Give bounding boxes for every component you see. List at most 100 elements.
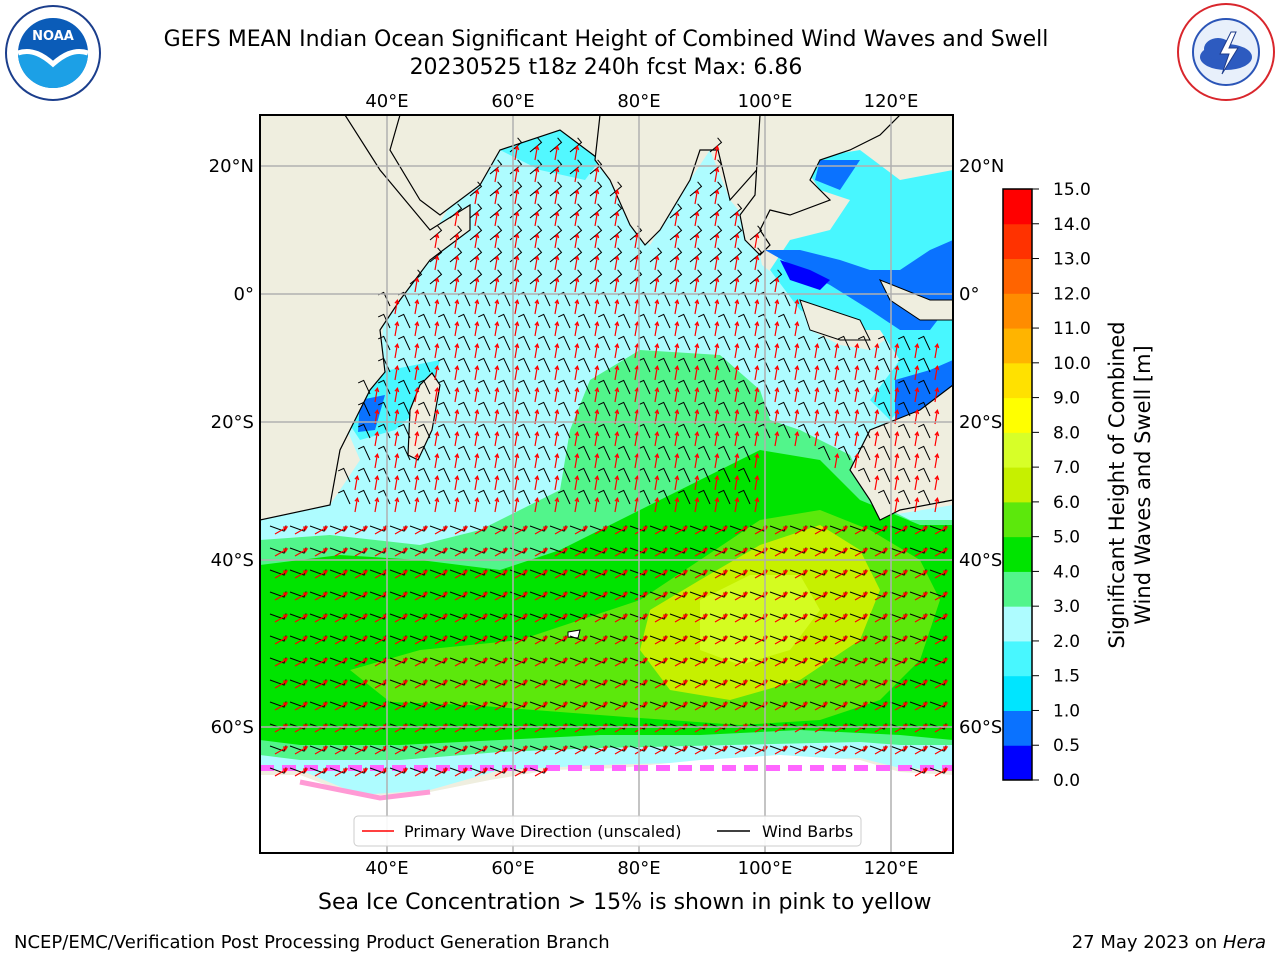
wave-direction-arrow (414, 614, 429, 623)
sea-ice-caption: Sea Ice Concentration > 15% is shown in … (318, 890, 932, 915)
wind-barb (797, 423, 811, 439)
wave-direction-arrow (554, 144, 560, 161)
wind-barb (857, 423, 871, 439)
wind-barb (697, 489, 711, 505)
wave-direction-arrow (894, 548, 909, 557)
wind-barb (357, 489, 371, 505)
wave-direction-arrow (534, 166, 540, 183)
wave-direction-arrow (474, 386, 480, 403)
footer-date: 27 May 2023 on Hera (1072, 932, 1266, 953)
wave-direction-arrow (414, 452, 420, 469)
wave-direction-arrow (674, 658, 689, 667)
wave-direction-arrow (574, 386, 580, 403)
colorbar-tick-label: 4.0 (1053, 562, 1080, 582)
wave-direction-arrow (854, 636, 869, 645)
wave-direction-arrow (474, 496, 480, 513)
wave-direction-arrow (614, 474, 620, 491)
wind-barb (477, 401, 491, 417)
wave-direction-arrow (614, 680, 629, 689)
wind-barb (877, 379, 891, 395)
svg-text:NOAA: NOAA (32, 29, 74, 44)
wind-barb (557, 379, 571, 395)
wave-direction-arrow (874, 526, 889, 535)
wind-barb (437, 379, 451, 395)
wind-barb (589, 203, 603, 219)
wave-direction-arrow (534, 702, 549, 711)
wind-barb (557, 489, 571, 505)
wave-direction-arrow (534, 452, 540, 469)
wave-direction-arrow (694, 658, 709, 667)
wave-direction-arrow (574, 548, 589, 557)
wave-direction-arrow (734, 570, 749, 579)
wave-direction-arrow (514, 452, 520, 469)
wave-direction-arrow (774, 680, 789, 689)
wave-direction-arrow (354, 614, 369, 623)
wave-direction-arrow (714, 474, 720, 491)
wind-barb (489, 247, 503, 263)
wind-barb (637, 313, 651, 329)
wave-direction-arrow (534, 636, 549, 645)
wave-direction-arrow (394, 680, 409, 689)
wave-direction-arrow (634, 680, 649, 689)
wave-direction-arrow (794, 526, 809, 535)
wind-barb (677, 313, 691, 329)
wave-direction-arrow (414, 592, 429, 601)
wave-direction-arrow (694, 746, 709, 755)
wave-direction-arrow (654, 614, 669, 623)
wave-direction-arrow (474, 636, 489, 645)
wave-direction-arrow (394, 496, 400, 513)
wind-barb (469, 225, 483, 241)
colorbar-swatch (1003, 328, 1032, 364)
wind-barb (377, 489, 391, 505)
wave-direction-arrow (654, 364, 660, 381)
wave-direction-arrow (614, 342, 620, 359)
wave-direction-arrow (794, 614, 809, 623)
wave-direction-arrow (554, 452, 560, 469)
wind-barb (609, 181, 623, 197)
wind-barb (509, 247, 523, 263)
wave-direction-arrow (514, 614, 529, 623)
wave-direction-arrow (854, 452, 860, 469)
wind-barb (557, 401, 571, 417)
wave-direction-arrow (514, 364, 520, 381)
wave-direction-legend-label: Primary Wave Direction (unscaled) (404, 822, 681, 841)
wave-direction-arrow (794, 320, 800, 337)
wave-direction-arrow (594, 658, 609, 667)
wave-direction-arrow (914, 496, 920, 513)
wind-barb (417, 467, 431, 483)
wave-direction-arrow (734, 210, 740, 227)
colorbar-tick-label: 11.0 (1053, 319, 1091, 339)
wind-barb (377, 445, 391, 461)
wave-direction-arrow (834, 636, 849, 645)
wind-barb (837, 335, 851, 351)
wave-direction-arrow (554, 298, 560, 315)
wind-barb (637, 467, 651, 483)
colorbar-tick-label: 3.0 (1053, 597, 1080, 617)
wave-direction-arrow (654, 342, 660, 359)
wave-direction-arrow (834, 592, 849, 601)
wave-direction-arrow (534, 746, 549, 755)
wind-barb (797, 335, 811, 351)
wave-direction-arrow (594, 430, 600, 447)
wave-direction-arrow (454, 768, 469, 777)
land-seasia (739, 115, 901, 256)
wind-barb (709, 225, 723, 241)
wind-barb (517, 489, 531, 505)
wind-barb (557, 357, 571, 373)
wind-barb (917, 357, 931, 373)
wave-direction-arrow (474, 364, 480, 381)
wave-direction-arrow (874, 746, 889, 755)
wind-barb (717, 423, 731, 439)
wave-direction-arrow (494, 702, 509, 711)
wave-direction-arrow (374, 474, 380, 491)
wind-barb (717, 467, 731, 483)
wind-barb (689, 269, 703, 285)
wave-direction-arrow (494, 232, 500, 249)
wind-barb (817, 357, 831, 373)
bottom-lon-label: 120°E (864, 858, 919, 879)
left-lat-label: 0° (234, 284, 254, 305)
wind-barb (757, 313, 771, 329)
wave-direction-arrow (674, 386, 680, 403)
wave-direction-arrow (514, 592, 529, 601)
wind-barb (457, 335, 471, 351)
